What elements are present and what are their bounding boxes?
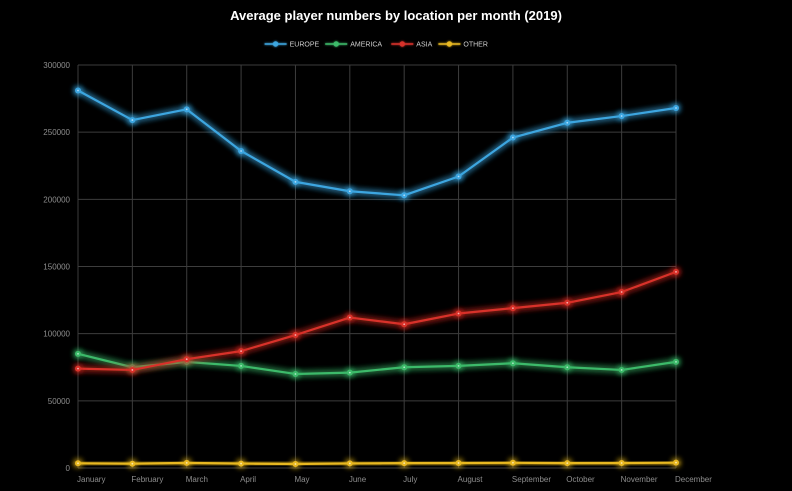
svg-text:0: 0 xyxy=(66,464,71,473)
svg-text:April: April xyxy=(240,475,256,484)
svg-text:September: September xyxy=(512,475,551,484)
svg-text:December: December xyxy=(675,475,712,484)
svg-text:August: August xyxy=(458,475,484,484)
svg-text:Average player numbers by loca: Average player numbers by location per m… xyxy=(230,8,562,23)
svg-text:50000: 50000 xyxy=(48,397,71,406)
svg-text:February: February xyxy=(131,475,163,484)
svg-text:200000: 200000 xyxy=(43,195,70,204)
svg-text:EUROPE: EUROPE xyxy=(290,42,320,49)
svg-text:ASIA: ASIA xyxy=(416,42,432,49)
svg-text:300000: 300000 xyxy=(43,61,70,70)
svg-text:July: July xyxy=(403,475,417,484)
svg-text:250000: 250000 xyxy=(43,128,70,137)
svg-text:100000: 100000 xyxy=(43,330,70,339)
svg-text:January: January xyxy=(77,475,105,484)
svg-text:March: March xyxy=(186,475,208,484)
svg-text:June: June xyxy=(349,475,367,484)
svg-text:November: November xyxy=(621,475,658,484)
svg-text:AMERICA: AMERICA xyxy=(350,42,382,49)
svg-text:OTHER: OTHER xyxy=(463,42,488,49)
svg-text:October: October xyxy=(566,475,595,484)
svg-text:150000: 150000 xyxy=(43,263,70,272)
svg-text:May: May xyxy=(294,475,309,484)
